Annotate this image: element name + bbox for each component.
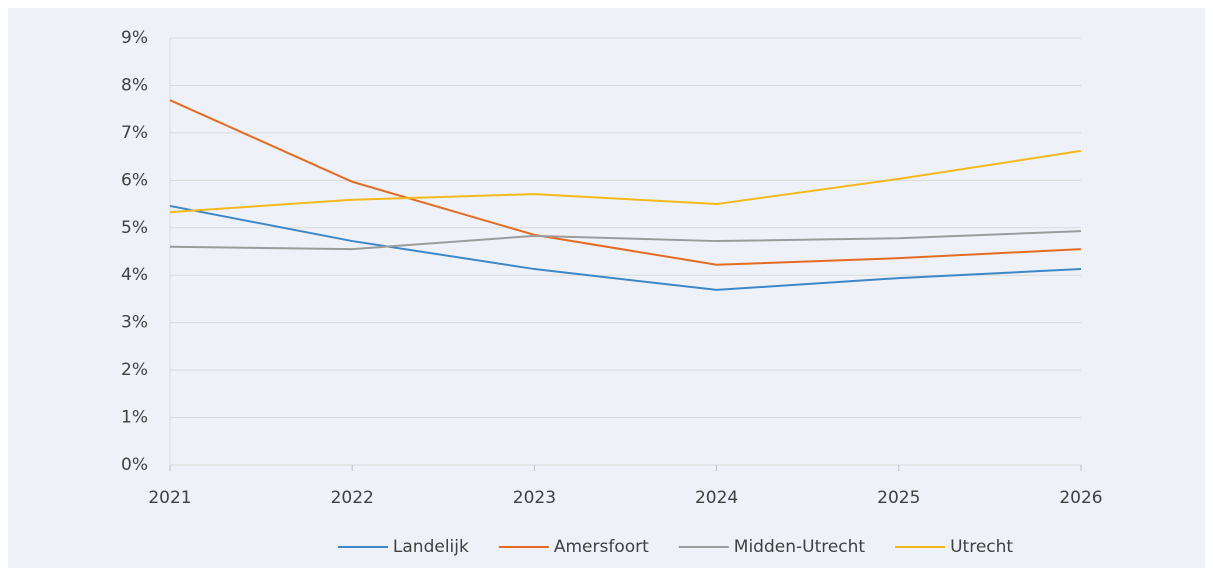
series-line: [169, 99, 1082, 266]
x-tick-label: 2022: [331, 488, 374, 508]
legend-label: Amersfoort: [554, 537, 649, 557]
y-tick-label: 5%: [121, 218, 148, 238]
y-tick-label: 0%: [121, 455, 148, 475]
x-tick-label: 2021: [148, 488, 191, 508]
y-tick-label: 8%: [121, 75, 148, 95]
y-tick-label: 4%: [121, 265, 148, 285]
legend-label: Landelijk: [393, 537, 469, 557]
x-tick-label: 2024: [695, 488, 738, 508]
x-tick-label: 2025: [877, 488, 920, 508]
y-tick-label: 2%: [121, 360, 148, 380]
y-tick-label: 3%: [121, 313, 148, 333]
series-line: [169, 230, 1082, 251]
series-line: [169, 149, 1082, 214]
x-tick-label: 2026: [1059, 488, 1102, 508]
y-tick-label: 1%: [121, 408, 148, 428]
legend-label: Utrecht: [950, 537, 1013, 557]
y-tick-label: 7%: [121, 123, 148, 143]
y-tick-label: 9%: [121, 28, 148, 48]
x-tick-label: 2023: [513, 488, 556, 508]
legend-label: Midden-Utrecht: [734, 537, 866, 557]
y-tick-label: 6%: [121, 170, 148, 190]
chart-background: [8, 8, 1205, 568]
series-line: [169, 204, 1082, 291]
